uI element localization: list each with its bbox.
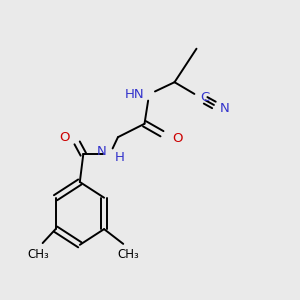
Text: H: H xyxy=(115,151,124,164)
Text: CH₃: CH₃ xyxy=(27,248,49,261)
Text: O: O xyxy=(60,131,70,144)
Text: O: O xyxy=(172,132,183,145)
Text: HN: HN xyxy=(125,88,145,101)
Text: N: N xyxy=(220,102,229,115)
Text: C: C xyxy=(200,91,209,104)
Text: CH₃: CH₃ xyxy=(118,248,139,261)
Text: N: N xyxy=(97,145,106,158)
